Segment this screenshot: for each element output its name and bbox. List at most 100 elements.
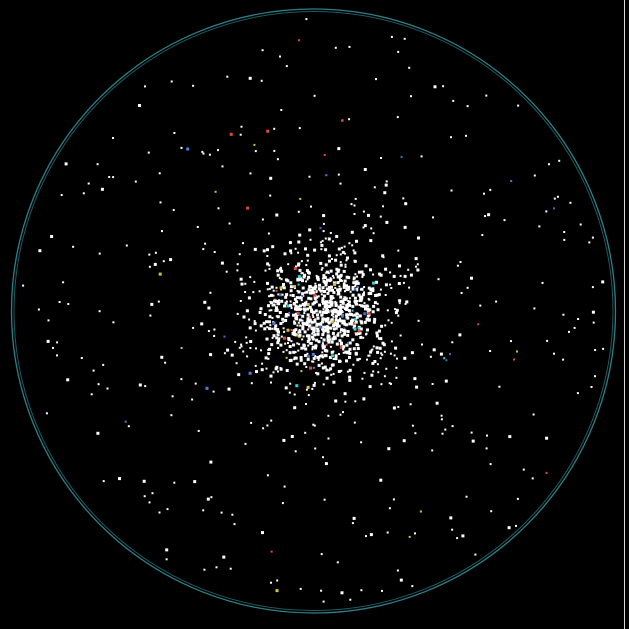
star — [112, 137, 114, 139]
star — [285, 65, 288, 68]
star — [265, 337, 269, 341]
star — [352, 276, 356, 280]
star — [377, 337, 380, 340]
star — [348, 288, 351, 291]
star — [314, 309, 318, 313]
star — [385, 367, 388, 370]
star — [268, 327, 272, 331]
star — [577, 318, 580, 320]
star — [361, 377, 364, 380]
star — [324, 237, 327, 240]
star — [291, 331, 295, 335]
star — [306, 385, 310, 389]
star — [205, 386, 209, 390]
star — [281, 293, 284, 296]
star — [290, 340, 293, 343]
star — [329, 287, 331, 290]
star — [331, 363, 335, 367]
star — [347, 300, 350, 302]
star — [322, 310, 326, 314]
star — [172, 209, 175, 211]
star — [298, 330, 302, 334]
star — [377, 329, 381, 333]
star — [337, 313, 341, 317]
star — [303, 302, 307, 306]
star — [382, 205, 384, 208]
star — [299, 314, 302, 316]
star — [379, 215, 382, 218]
star — [366, 317, 369, 321]
star — [276, 333, 279, 336]
star — [373, 317, 377, 321]
star — [379, 337, 383, 341]
star — [387, 447, 391, 451]
star — [277, 338, 281, 342]
star — [254, 329, 257, 332]
star — [486, 434, 488, 437]
star — [410, 351, 414, 355]
star — [352, 321, 356, 325]
star — [353, 259, 356, 262]
star — [235, 362, 238, 365]
star — [367, 213, 370, 217]
star — [355, 332, 358, 336]
star — [295, 296, 299, 300]
star — [209, 291, 212, 294]
star — [344, 400, 347, 403]
star — [50, 235, 54, 238]
star — [305, 18, 308, 21]
star — [327, 301, 330, 304]
star — [311, 302, 315, 306]
star — [209, 353, 213, 357]
star — [289, 249, 293, 253]
star — [52, 346, 54, 349]
star — [306, 259, 309, 262]
star — [445, 359, 448, 362]
star — [282, 321, 285, 324]
star — [272, 289, 275, 292]
star — [402, 439, 406, 443]
star — [352, 516, 356, 520]
star — [326, 278, 329, 282]
star — [348, 297, 351, 300]
star — [350, 313, 353, 317]
star — [326, 330, 330, 334]
star — [370, 373, 374, 377]
star — [381, 589, 383, 592]
star — [305, 366, 308, 368]
star — [319, 325, 323, 329]
star — [299, 278, 303, 282]
star — [357, 329, 361, 333]
star — [380, 324, 384, 328]
star — [342, 283, 346, 287]
star — [324, 303, 328, 307]
star — [372, 273, 375, 276]
star — [267, 348, 270, 351]
star — [325, 368, 329, 372]
star — [338, 359, 342, 363]
star — [367, 292, 371, 296]
star — [282, 286, 286, 290]
star — [261, 218, 264, 221]
star — [303, 330, 307, 334]
star — [296, 278, 300, 282]
star — [253, 320, 256, 323]
star — [306, 355, 310, 358]
star — [321, 327, 324, 331]
star — [267, 232, 270, 235]
star — [206, 497, 210, 501]
star — [215, 566, 218, 569]
star — [414, 432, 417, 435]
star — [350, 319, 354, 323]
star — [295, 308, 299, 312]
star — [342, 298, 346, 302]
star — [311, 332, 314, 335]
star — [307, 334, 311, 338]
star — [279, 267, 283, 271]
star — [479, 304, 482, 307]
star — [285, 313, 288, 316]
star — [335, 324, 339, 328]
star — [373, 360, 377, 363]
star — [380, 352, 383, 355]
star — [267, 357, 270, 360]
